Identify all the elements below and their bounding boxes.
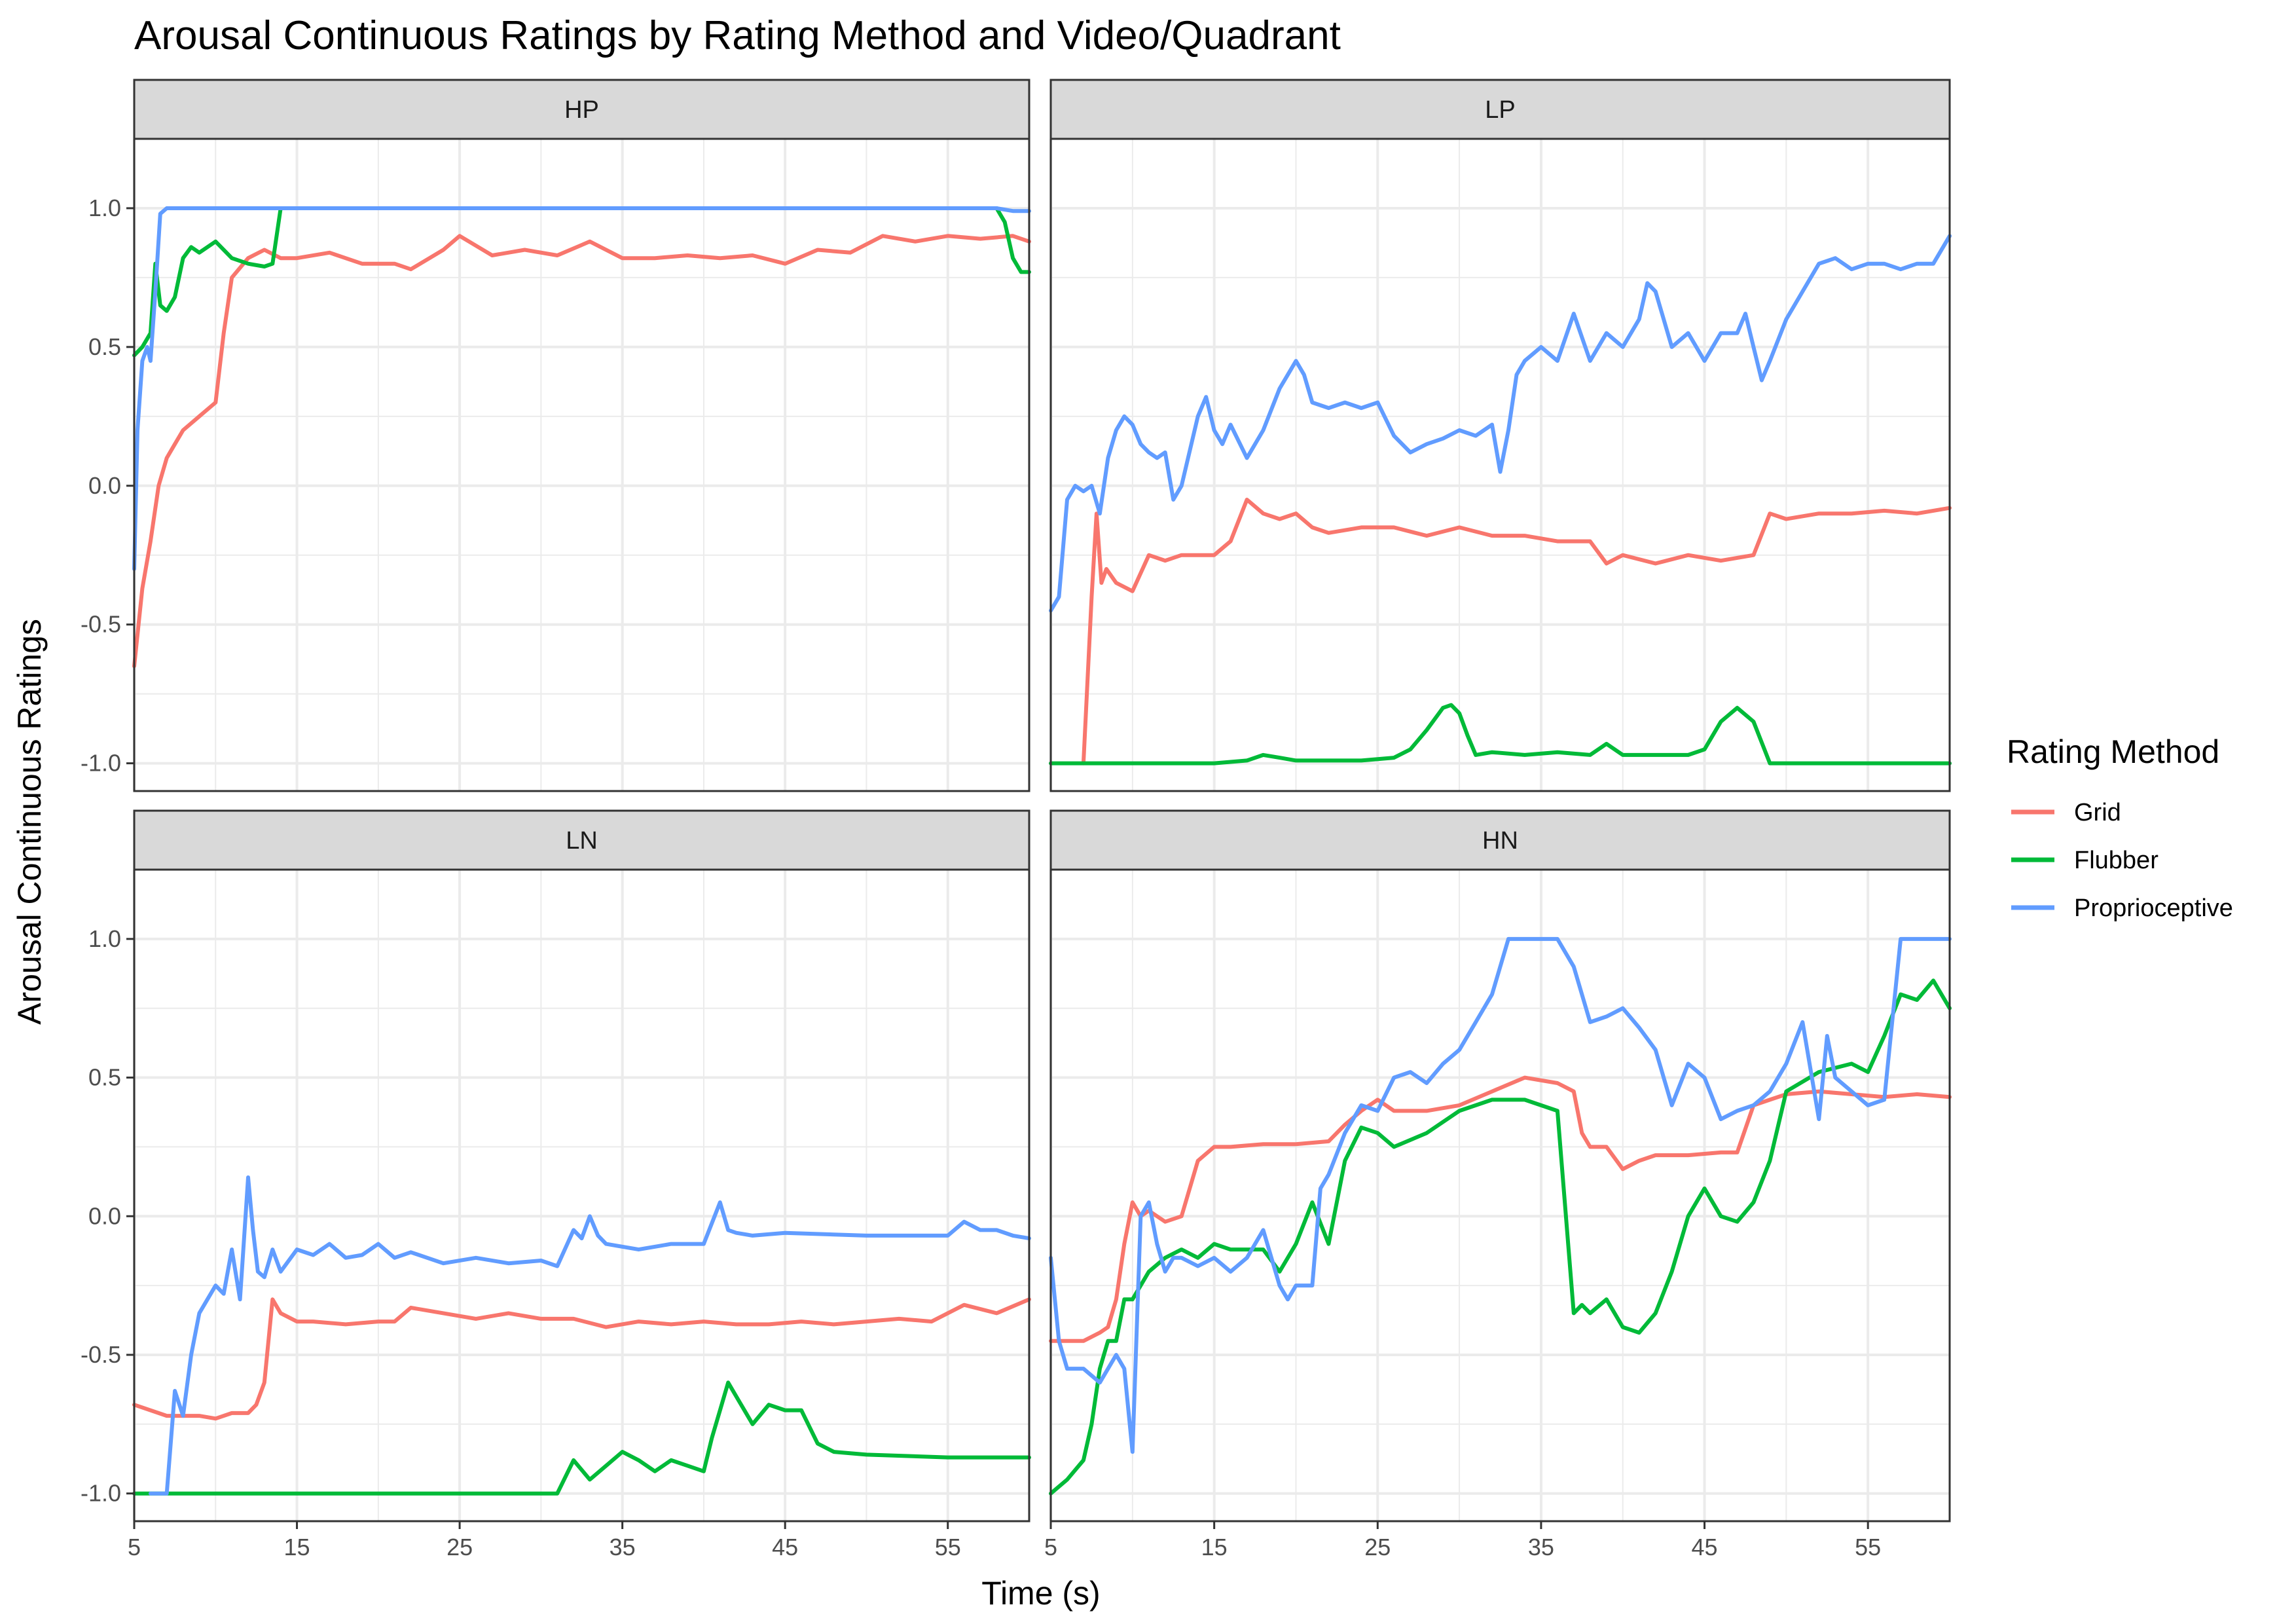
panel-lp: LP xyxy=(1049,79,1952,792)
series-line-lp-grid xyxy=(1081,498,1952,766)
y-tick-label: 0.0 xyxy=(88,472,121,499)
legend-entries: Grid Flubber Proprioceptive xyxy=(2011,799,2233,922)
series-line-ln-flubber xyxy=(132,1380,1031,1496)
x-tick-label: 45 xyxy=(1692,1534,1718,1560)
panel-border xyxy=(133,868,1030,1522)
x-tick-label: 5 xyxy=(1044,1534,1057,1560)
series-line-hp-grid xyxy=(132,234,1031,669)
panel-hp: HP -1.0 -0.5 0.0 0.5 1.0 xyxy=(81,79,1031,792)
y-tick-label: 0.5 xyxy=(88,1064,121,1091)
x-tick-label: 55 xyxy=(1855,1534,1881,1560)
facet-label-lp: LP xyxy=(1485,96,1515,124)
panels-layer: HP -1.0 -0.5 0.0 0.5 1.0 LP LN -1.0 -0.5 0.0 0.5 1.0… xyxy=(81,79,1952,1560)
legend-label: Grid xyxy=(2074,799,2121,826)
panel-background xyxy=(1051,870,1950,1521)
facet-strip-ln xyxy=(133,809,1030,871)
y-tick-label: -0.5 xyxy=(81,611,121,638)
legend: Rating Method Grid Flubber Proprioceptive xyxy=(2007,733,2233,922)
panel-hn: HN 5 15 25 35 45 55 xyxy=(1044,809,1952,1560)
legend-label: Proprioceptive xyxy=(2074,895,2233,922)
y-tick-label: 0.0 xyxy=(88,1202,121,1229)
legend-label: Flubber xyxy=(2074,847,2159,874)
x-tick-label: 35 xyxy=(610,1534,636,1560)
facet-strip-hn xyxy=(1049,809,1951,871)
panel-border xyxy=(1049,868,1951,1522)
panel-background xyxy=(134,870,1029,1521)
y-tick-label: 0.5 xyxy=(88,333,121,360)
y-tick-label: -1.0 xyxy=(81,1480,121,1507)
panel-border xyxy=(133,138,1030,792)
series-line-hn-grid xyxy=(1049,1075,1952,1343)
y-tick-label: -1.0 xyxy=(81,750,121,777)
legend-item-grid: Grid xyxy=(2011,799,2121,826)
legend-title: Rating Method xyxy=(2007,733,2219,770)
panel-background xyxy=(134,139,1029,791)
x-tick-label: 25 xyxy=(1364,1534,1391,1560)
x-tick-label: 45 xyxy=(772,1534,798,1560)
series-line-ln-proprioceptive xyxy=(148,1175,1031,1496)
x-tick-label: 25 xyxy=(446,1534,473,1560)
grid-lines xyxy=(133,870,1030,1521)
panel-ln: LN -1.0 -0.5 0.0 0.5 1.0 5 15 25 35 45 55 xyxy=(81,809,1031,1560)
x-tick-label: 15 xyxy=(1201,1534,1228,1560)
facet-strip-hp xyxy=(133,79,1030,140)
facet-label-hn: HN xyxy=(1482,827,1518,855)
facet-label-ln: LN xyxy=(566,827,598,855)
x-tick-label: 5 xyxy=(128,1534,141,1560)
x-tick-label: 15 xyxy=(284,1534,310,1560)
y-axis-title: Arousal Continuous Ratings xyxy=(11,619,48,1025)
y-tick-label: 1.0 xyxy=(88,194,121,221)
series-line-ln-grid xyxy=(132,1297,1031,1421)
facet-label-hp: HP xyxy=(564,96,599,124)
y-tick-label: -0.5 xyxy=(81,1341,121,1368)
legend-item-proprioceptive: Proprioceptive xyxy=(2011,895,2233,922)
x-tick-label: 35 xyxy=(1528,1534,1554,1560)
panel-border xyxy=(1049,138,1951,792)
series-line-hp-proprioceptive xyxy=(132,206,1031,571)
series-line-hn-proprioceptive xyxy=(1049,936,1952,1454)
x-tick-label: 55 xyxy=(935,1534,961,1560)
chart-title: Arousal Continuous Ratings by Rating Met… xyxy=(134,13,1341,58)
series-line-lp-flubber xyxy=(1049,703,1952,766)
x-axis-title: Time (s) xyxy=(981,1575,1100,1612)
legend-item-flubber: Flubber xyxy=(2011,847,2159,874)
y-tick-label: 1.0 xyxy=(88,925,121,952)
series-line-hn-flubber xyxy=(1049,978,1952,1496)
series-line-lp-proprioceptive xyxy=(1049,234,1952,613)
